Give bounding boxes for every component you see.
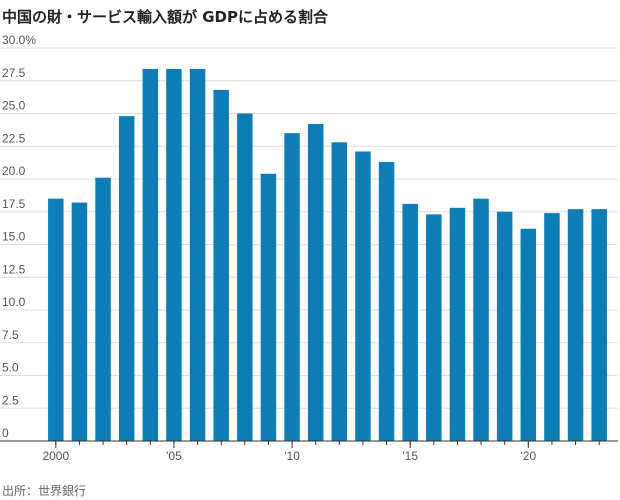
y-tick-label: 27.5 — [2, 66, 26, 80]
y-tick-label: 12.5 — [2, 262, 26, 276]
bar — [331, 142, 348, 441]
bar — [260, 173, 277, 441]
y-tick-label: 10.0 — [2, 295, 26, 309]
bar — [166, 68, 182, 442]
bar — [307, 123, 324, 441]
bar — [496, 211, 513, 441]
bar — [355, 151, 371, 442]
bar — [378, 161, 395, 441]
source-note: 出所：世界銀行 — [2, 484, 87, 498]
y-tick-label: 5.0 — [2, 361, 19, 375]
bar — [449, 207, 466, 441]
x-tick-label: '20 — [520, 449, 536, 463]
bar — [402, 203, 418, 441]
y-tick-label: 25.0 — [2, 99, 26, 113]
bar — [142, 68, 159, 442]
bar — [591, 209, 607, 441]
bar — [544, 213, 560, 441]
y-tick-label: 30.0% — [2, 33, 36, 47]
bar — [237, 113, 253, 441]
bar — [95, 177, 111, 441]
bar — [473, 198, 489, 441]
y-tick-label: 15.0 — [2, 230, 26, 244]
x-tick-label: '05 — [166, 449, 182, 463]
chart-title: 中国の財・サービス輸入額が GDPに占める割合 — [2, 8, 328, 26]
x-tick-label: '10 — [284, 449, 300, 463]
y-tick-label: 0 — [2, 426, 9, 440]
bar — [213, 89, 229, 442]
y-tick-label: 2.5 — [2, 393, 19, 407]
x-tick-label: '15 — [402, 449, 418, 463]
bar — [71, 202, 88, 441]
y-tick-label: 7.5 — [2, 328, 19, 342]
bar — [118, 116, 135, 442]
bar — [426, 214, 442, 441]
y-tick-label: 20.0 — [2, 164, 26, 178]
bar — [567, 209, 584, 441]
x-tick-label: 2000 — [42, 449, 69, 463]
bar — [284, 133, 300, 441]
bar — [189, 68, 206, 442]
bar — [520, 228, 537, 441]
bar — [48, 198, 64, 441]
y-tick-label: 17.5 — [2, 197, 26, 211]
y-tick-label: 22.5 — [2, 131, 26, 145]
